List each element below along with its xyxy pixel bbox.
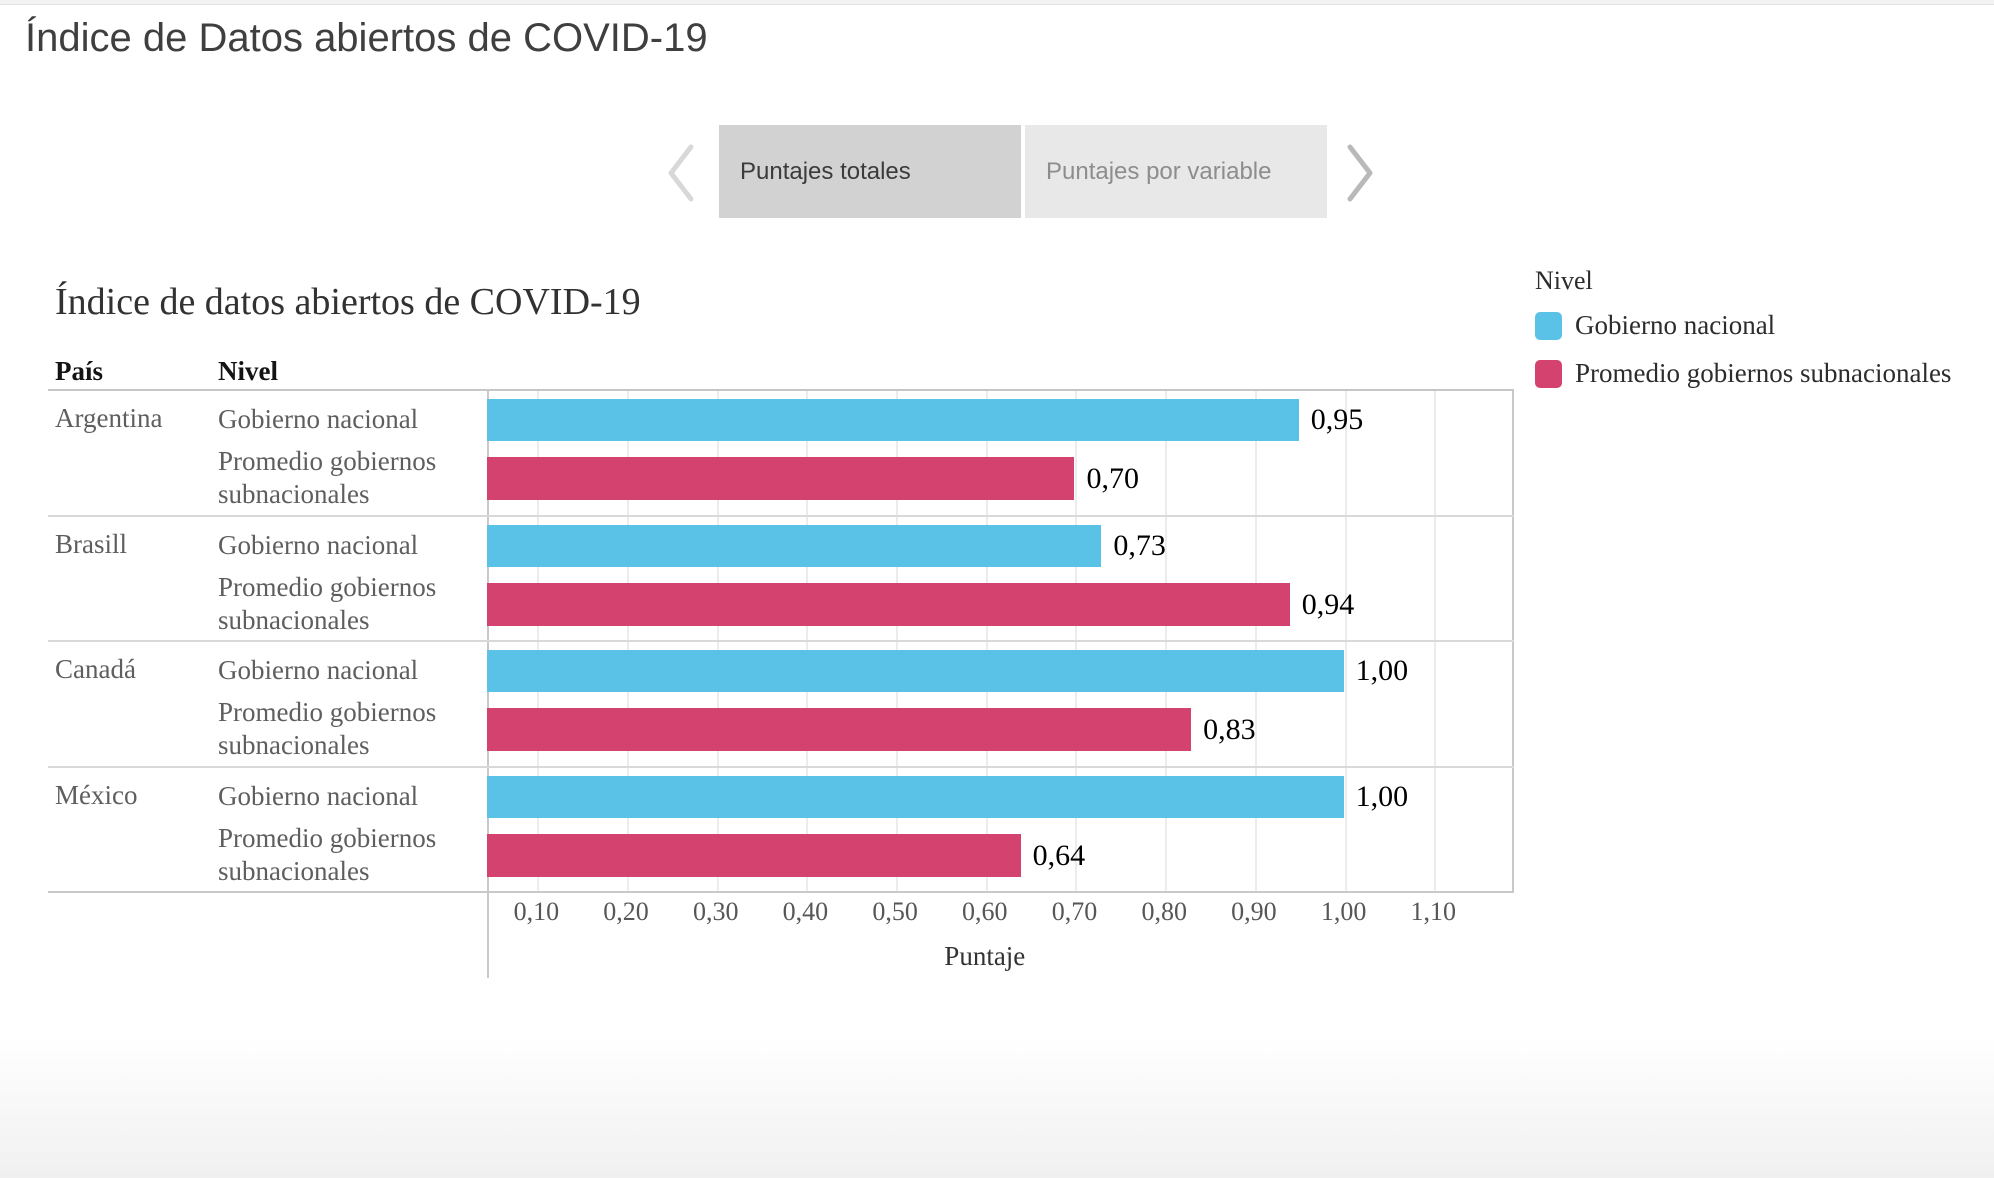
- level-label-subnational: Promedio gobiernos subnacionales: [218, 571, 437, 635]
- chevron-left-icon[interactable]: [663, 142, 697, 204]
- country-group: Canadá Gobierno nacional Promedio gobier…: [48, 642, 1514, 768]
- bottom-fade: [0, 1038, 1994, 1178]
- x-tick-label: 0,40: [782, 897, 829, 926]
- gridline: [1075, 391, 1078, 893]
- gridline: [1344, 391, 1347, 893]
- tab-label: Puntajes totales: [740, 157, 911, 185]
- level-label-national: Gobierno nacional: [218, 529, 419, 560]
- x-tick-label: 0,70: [1051, 897, 1098, 926]
- bar-promedio-subnacionales[interactable]: [487, 708, 1192, 751]
- bar-value-label: 0,94: [1301, 587, 1355, 621]
- tab-puntajes-por-variable[interactable]: Puntajes por variable: [1025, 125, 1327, 218]
- tab-puntajes-totales[interactable]: Puntajes totales: [719, 125, 1021, 218]
- bar-promedio-subnacionales[interactable]: [487, 457, 1075, 500]
- legend-title: Nivel: [1535, 266, 1593, 295]
- gridline: [627, 391, 630, 893]
- legend-swatch-national: [1535, 311, 1562, 340]
- top-strip: [0, 0, 1994, 5]
- bar-value-label: 0,95: [1310, 403, 1364, 436]
- x-tick-label: 0,90: [1231, 897, 1277, 926]
- bar-value-label: 0,70: [1086, 462, 1139, 495]
- chevron-right-icon[interactable]: [1344, 142, 1378, 204]
- legend-label: Gobierno nacional: [1575, 310, 1776, 340]
- gridline: [537, 391, 540, 893]
- gridline: [1165, 391, 1168, 893]
- bar-gobierno-nacional[interactable]: [487, 650, 1344, 692]
- country-label: Brasill: [55, 528, 127, 559]
- bar-gobierno-nacional[interactable]: [487, 524, 1102, 567]
- x-tick-label: 0,30: [692, 897, 739, 926]
- legend: Nivel Gobierno nacional Promedio gobierno…: [1535, 266, 1951, 406]
- level-label-national: Gobierno nacional: [218, 780, 419, 811]
- bar-promedio-subnacionales[interactable]: [487, 582, 1290, 626]
- chart-title: Índice de datos abiertos de COVID-19: [55, 281, 641, 323]
- bar-value-label: 1,00: [1355, 654, 1409, 687]
- gridline: [985, 391, 988, 893]
- level-label-subnational: Promedio gobiernos subnacionales: [218, 697, 437, 760]
- level-label-national: Gobierno nacional: [218, 655, 419, 685]
- country-group: México Gobierno nacional Promedio gobier…: [48, 768, 1514, 893]
- gridline: [1434, 391, 1437, 893]
- x-axis-title: Puntaje: [944, 941, 1026, 971]
- bar-value-label: 0,73: [1113, 528, 1166, 562]
- bar-value-label: 0,64: [1032, 838, 1086, 872]
- legend-item-national[interactable]: Gobierno nacional: [1535, 310, 1951, 341]
- tab-label: Puntajes por variable: [1046, 157, 1272, 185]
- axis-left-border: [487, 883, 489, 978]
- bar-value-label: 0,83: [1203, 713, 1256, 746]
- bar-gobierno-nacional[interactable]: [487, 775, 1344, 818]
- gridline: [896, 391, 899, 893]
- level-label-subnational: Promedio gobiernos subnacionales: [218, 822, 437, 886]
- country-label: Argentina: [55, 403, 163, 433]
- x-tick-label: 0,50: [872, 897, 918, 926]
- x-tick-label: 0,10: [513, 897, 560, 926]
- legend-item-subnational[interactable]: Promedio gobiernos subnacionales: [1535, 358, 1951, 389]
- country-label: Canadá: [55, 654, 136, 684]
- legend-label: Promedio gobiernos subnacionales: [1575, 358, 1952, 388]
- level-label-subnational: Promedio gobiernos subnacionales: [218, 446, 437, 509]
- country-group: Brasill Gobierno nacional Promedio gobie…: [48, 517, 1514, 642]
- x-tick-label: 0,60: [962, 897, 1008, 926]
- column-header-nivel: Nivel: [218, 356, 278, 386]
- gridline: [806, 391, 809, 893]
- x-tick-label: 0,20: [603, 897, 649, 926]
- plot-area: [487, 391, 1514, 893]
- gridline: [1254, 391, 1257, 893]
- x-tick-label: 0,80: [1141, 897, 1187, 926]
- level-label-national: Gobierno nacional: [218, 404, 419, 434]
- page-title: Índice de Datos abiertos de COVID-19: [25, 16, 708, 60]
- bar-value-label: 1,00: [1355, 779, 1409, 813]
- x-tick-label: 1,00: [1320, 897, 1367, 926]
- legend-swatch-subnational: [1535, 359, 1562, 388]
- x-tick-label: 1,10: [1410, 897, 1457, 926]
- column-header-pais: País: [55, 356, 104, 386]
- bar-gobierno-nacional[interactable]: [487, 399, 1299, 441]
- country-group: Argentina Gobierno nacional Promedio gob…: [48, 391, 1514, 517]
- country-label: México: [55, 779, 138, 810]
- x-axis: Puntaje 0,10 0,20 0,30 0,40 0,50 0,60 0,70 0,80…: [48, 883, 1514, 978]
- gridline: [716, 391, 719, 893]
- bar-promedio-subnacionales[interactable]: [487, 833, 1021, 877]
- bar-chart: Argentina Gobierno nacional Promedio gob…: [48, 389, 1514, 893]
